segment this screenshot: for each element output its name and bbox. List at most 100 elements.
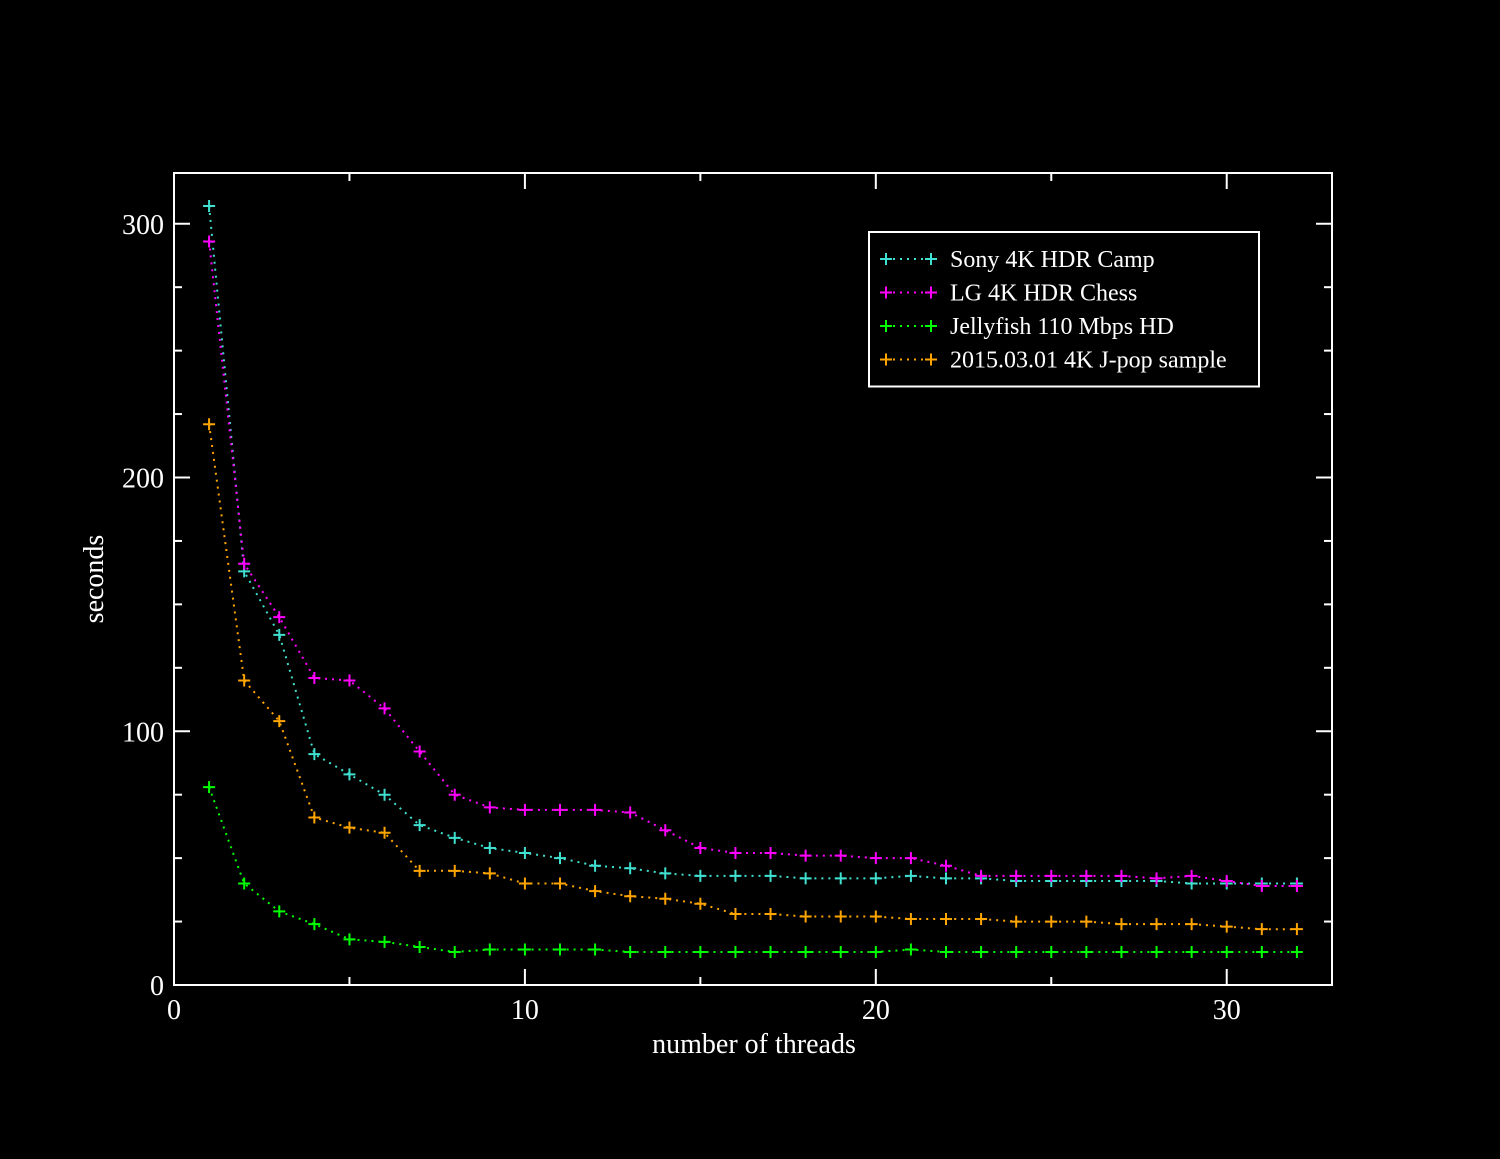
x-tick-label: 0 <box>167 995 181 1026</box>
data-point <box>1290 880 1303 893</box>
y-tick-label: 100 <box>122 717 164 748</box>
data-point <box>518 847 531 860</box>
data-point <box>343 933 356 946</box>
data-point <box>308 671 321 684</box>
data-point <box>659 824 672 837</box>
data-point <box>483 801 496 814</box>
legend-label: Jellyfish 110 Mbps HD <box>950 314 1174 340</box>
legend-entry: Jellyfish 110 Mbps HD <box>880 314 1174 340</box>
y-tick-label: 300 <box>122 210 164 241</box>
data-point <box>448 831 461 844</box>
data-point <box>1115 918 1128 931</box>
data-point <box>869 852 882 865</box>
data-point <box>413 745 426 758</box>
data-point <box>203 199 216 212</box>
data-point <box>518 877 531 890</box>
data-point <box>1080 946 1093 959</box>
series-3 <box>203 781 1303 959</box>
data-point <box>343 821 356 834</box>
data-point <box>799 872 812 885</box>
data-point <box>1045 915 1058 928</box>
data-point <box>554 943 566 956</box>
data-point <box>1150 918 1163 931</box>
data-point <box>413 819 426 832</box>
legend-box <box>868 231 1260 388</box>
data-point <box>308 811 321 824</box>
data-point <box>729 847 742 860</box>
data-point <box>764 847 777 860</box>
data-point <box>1185 946 1198 959</box>
data-point <box>694 897 707 910</box>
x-tick-label: 10 <box>511 995 539 1026</box>
data-point <box>448 788 461 801</box>
data-point <box>483 867 496 880</box>
x-tick-label: 20 <box>862 995 890 1026</box>
y-axis-label: seconds <box>79 535 110 624</box>
data-point <box>1150 872 1163 885</box>
data-point <box>273 905 286 918</box>
data-point <box>378 702 391 715</box>
legend-marker <box>880 253 892 265</box>
series-layer <box>203 199 1303 959</box>
data-point <box>869 946 882 959</box>
data-point <box>203 781 216 794</box>
data-point <box>904 869 917 882</box>
data-point <box>413 864 426 877</box>
plot-frame <box>173 172 1333 986</box>
data-point <box>308 748 321 761</box>
data-point <box>343 768 356 781</box>
data-point <box>975 946 988 959</box>
legend-marker <box>880 286 892 299</box>
data-point <box>764 907 777 920</box>
data-point <box>869 872 882 885</box>
series-2 <box>203 235 1303 893</box>
data-point <box>799 910 812 923</box>
data-point <box>1010 946 1023 959</box>
x-axis-label: number of threads <box>652 1029 856 1060</box>
data-point <box>238 877 251 890</box>
data-point <box>589 885 602 898</box>
data-point <box>203 418 216 431</box>
data-point <box>483 943 496 956</box>
data-point <box>624 890 637 903</box>
data-point <box>729 869 742 882</box>
data-point <box>834 872 847 885</box>
data-point <box>694 946 707 959</box>
data-point <box>659 867 672 880</box>
data-point <box>1010 869 1023 882</box>
data-point <box>1115 946 1128 959</box>
data-point <box>238 557 251 570</box>
legend-marker <box>880 320 892 332</box>
legend-label: LG 4K HDR Chess <box>950 281 1137 307</box>
data-point <box>799 849 812 862</box>
data-point <box>1220 920 1233 933</box>
data-point <box>729 907 742 920</box>
data-point <box>1080 915 1093 928</box>
legend-marker <box>925 320 937 332</box>
data-point <box>554 877 566 890</box>
data-point <box>1255 946 1268 959</box>
data-point <box>518 943 531 956</box>
data-point <box>624 946 637 959</box>
data-point <box>659 946 672 959</box>
data-point <box>589 859 602 872</box>
x-tick-label: 30 <box>1213 995 1241 1026</box>
data-point <box>1255 880 1268 893</box>
data-point <box>1045 946 1058 959</box>
y-tick-label: 0 <box>150 971 164 1002</box>
data-point <box>1290 946 1303 959</box>
data-point <box>448 864 461 877</box>
data-point <box>1045 869 1058 882</box>
data-point <box>203 235 216 248</box>
data-point <box>834 910 847 923</box>
data-point <box>799 946 812 959</box>
legend-label: 2015.03.01 4K J-pop sample <box>950 348 1227 374</box>
legend-entry: LG 4K HDR Chess <box>880 281 1137 307</box>
legend-marker <box>880 353 892 366</box>
data-point <box>764 869 777 882</box>
data-point <box>554 803 566 816</box>
data-point <box>1220 874 1233 887</box>
